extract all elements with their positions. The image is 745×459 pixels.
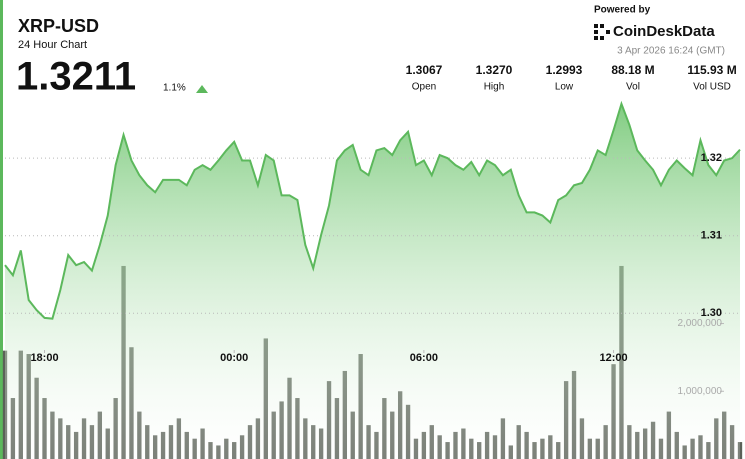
title: XRP-USD [18, 16, 99, 36]
stat-value: 88.18 M [611, 63, 654, 77]
y-tick-label: 1.31 [701, 230, 722, 242]
stat-label: Vol USD [693, 82, 731, 93]
stat-label: Open [412, 82, 436, 93]
x-tick-label: 12:00 [599, 352, 627, 364]
y2-tick-label: 1,000,000 [678, 386, 723, 397]
left-accent [0, 0, 3, 459]
brand: CoinDeskData [613, 23, 715, 40]
stat-label: High [484, 82, 505, 93]
stats: 1.3067 Open 1.3270 High 1.2993 Low 88.18 M Vol 1… [406, 63, 737, 92]
powered-by: Powered by [594, 5, 651, 16]
up-arrow [196, 85, 208, 93]
price-area [5, 103, 740, 459]
change: 1.1% [163, 83, 186, 94]
price-line [4, 100, 741, 320]
timestamp: 3 Apr 2026 16:24 (GMT) [617, 46, 725, 57]
stat-value: 115.93 M [687, 63, 736, 77]
subtitle: 24 Hour Chart [18, 39, 87, 51]
x-tick-label: 00:00 [220, 352, 248, 364]
stat-value: 1.3067 [406, 63, 443, 77]
price: 1.3211 [16, 55, 136, 99]
y-tick-label: 1.32 [701, 152, 722, 164]
y2-tick-label: 2,000,000 [678, 318, 723, 329]
price-line [4, 100, 741, 320]
brand-logo [594, 24, 610, 40]
plot: 1.30 1.31 1.32 1,000,000 2,000,000 18:00 00:00… [2, 100, 743, 459]
stat-value: 1.2993 [546, 63, 583, 77]
price-area-fill [5, 103, 740, 459]
stat-label: Low [555, 82, 574, 93]
x-tick-label: 18:00 [30, 352, 58, 364]
stat-label: Vol [626, 82, 640, 93]
grid [5, 157, 740, 314]
labels: 1.30 1.31 1.32 1,000,000 2,000,000 18:00 00:00… [30, 152, 724, 397]
y-tick-label: 1.30 [701, 307, 722, 319]
x-tick-label: 06:00 [410, 352, 438, 364]
stat-value: 1.3270 [476, 63, 513, 77]
